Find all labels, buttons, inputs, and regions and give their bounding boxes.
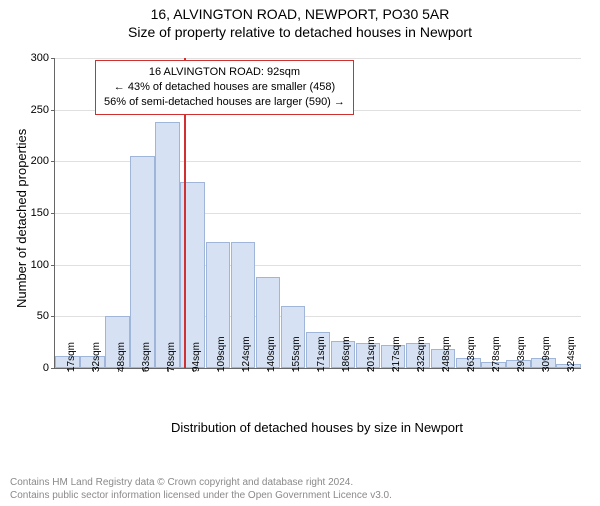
xtick-label: 309sqm <box>541 336 552 372</box>
xtick-label: 17sqm <box>66 342 77 372</box>
xtick-label: 232sqm <box>416 336 427 372</box>
xtick-label: 293sqm <box>516 336 527 372</box>
xtick-label: 278sqm <box>491 336 502 372</box>
xtick-label: 217sqm <box>391 336 402 372</box>
y-axis-label: Number of detached properties <box>14 129 29 308</box>
annotation-line-1: 16 ALVINGTON ROAD: 92sqm <box>104 65 345 80</box>
ytick-label: 150 <box>31 207 49 219</box>
ytick-label: 0 <box>43 362 49 374</box>
xtick-label: 140sqm <box>266 336 277 372</box>
xtick-label: 109sqm <box>216 336 227 372</box>
annotation-box: 16 ALVINGTON ROAD: 92sqm← 43% of detache… <box>95 60 354 115</box>
annotation-line-3: 56% of semi-detached houses are larger (… <box>104 95 345 110</box>
page-title-address: 16, ALVINGTON ROAD, NEWPORT, PO30 5AR <box>0 6 600 22</box>
ytick-mark <box>51 213 55 214</box>
xtick-label: 263sqm <box>466 336 477 372</box>
gridline <box>55 58 581 59</box>
ytick-mark <box>51 58 55 59</box>
bar <box>130 156 155 368</box>
plot-area: 05010015020025030017sqm32sqm48sqm63sqm78… <box>54 58 581 369</box>
annotation-line-2: ← 43% of detached houses are smaller (45… <box>104 80 345 95</box>
ytick-label: 300 <box>31 52 49 64</box>
x-axis-label: Distribution of detached houses by size … <box>54 420 580 435</box>
page-title-subtitle: Size of property relative to detached ho… <box>0 24 600 40</box>
chart-container: 0 50 100 150 200 250 300 17sqm 32sqm 48sqm 63sqm 78… <box>0 52 600 442</box>
footer-attribution: Contains HM Land Registry data © Crown c… <box>10 476 392 502</box>
ytick-mark <box>51 161 55 162</box>
xtick-label: 63sqm <box>141 342 152 372</box>
xtick-label: 32sqm <box>91 342 102 372</box>
ytick-mark <box>51 265 55 266</box>
xtick-label: 48sqm <box>116 342 127 372</box>
xtick-label: 186sqm <box>341 336 352 372</box>
xtick-label: 124sqm <box>241 336 252 372</box>
xtick-label: 248sqm <box>441 336 452 372</box>
xtick-label: 155sqm <box>291 336 302 372</box>
xtick-label: 78sqm <box>166 342 177 372</box>
xtick-label: 324sqm <box>566 336 577 372</box>
ytick-label: 200 <box>31 155 49 167</box>
ytick-label: 50 <box>37 310 49 322</box>
ytick-label: 100 <box>31 259 49 271</box>
ytick-mark <box>51 368 55 369</box>
footer-line-1: Contains HM Land Registry data © Crown c… <box>10 476 392 489</box>
xtick-label: 201sqm <box>366 336 377 372</box>
ytick-label: 250 <box>31 104 49 116</box>
footer-line-2: Contains public sector information licen… <box>10 489 392 502</box>
xtick-label: 171sqm <box>316 336 327 372</box>
xtick-label: 94sqm <box>191 342 202 372</box>
bar <box>155 122 180 368</box>
ytick-mark <box>51 316 55 317</box>
ytick-mark <box>51 110 55 111</box>
